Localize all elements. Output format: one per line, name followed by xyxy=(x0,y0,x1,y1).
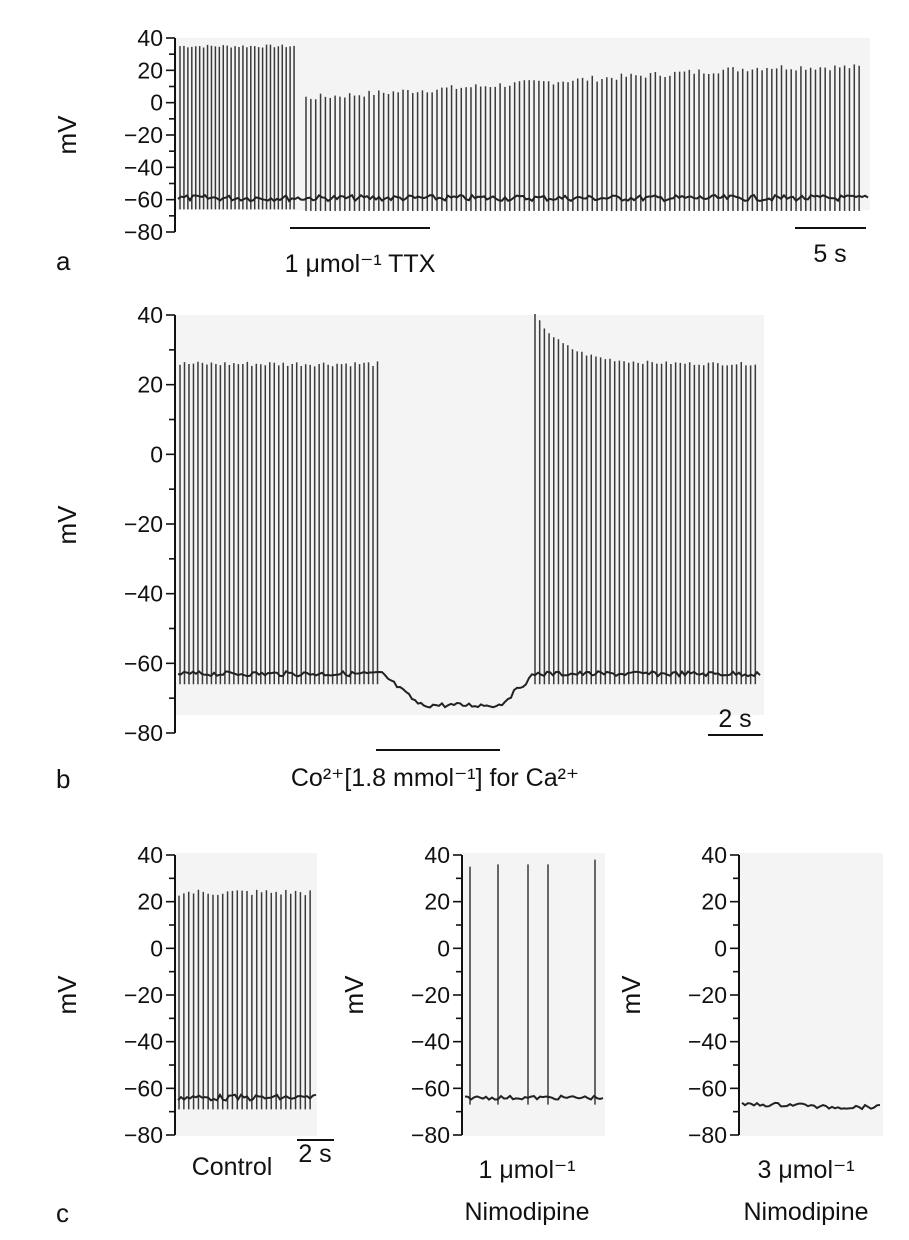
panel-c2-membrane-trace xyxy=(464,1094,604,1101)
c3-y-tick-label: 20 xyxy=(701,889,727,915)
c3-y-tick-label: −80 xyxy=(688,1122,727,1148)
panel-b-y-axis: 40 20 0 −20 −40 −60 −80 xyxy=(124,302,176,746)
c2-y-tick-label: 40 xyxy=(424,842,450,868)
panel-a: 40 20 0 −20 −40 −60 −80 mV 1 μmol⁻¹ TTX 5 s a xyxy=(52,25,870,278)
panel-c2-condition-line1: 1 μmol⁻¹ xyxy=(478,1156,575,1184)
panel-c3-condition-line2: Nimodipine xyxy=(743,1198,868,1226)
panel-c2-trace-background xyxy=(463,853,605,1136)
a-y-tick-label: 0 xyxy=(150,90,163,116)
panel-c2-ylabel: mV xyxy=(339,975,369,1015)
b-y-tick-label: −80 xyxy=(124,720,163,746)
a-y-tick-label: 40 xyxy=(137,25,163,51)
panel-a-drug-label: 1 μmol⁻¹ TTX xyxy=(285,250,436,278)
panel-c1-scale-label: 2 s xyxy=(298,1140,331,1168)
panel-a-membrane-trace xyxy=(177,193,869,203)
a-y-tick-label: −40 xyxy=(124,154,163,180)
c2-y-tick-label: −20 xyxy=(411,982,450,1008)
panel-c3-trace-background xyxy=(740,853,883,1136)
c1-y-tick-label: −60 xyxy=(124,1075,163,1101)
a-y-tick-label: 20 xyxy=(137,57,163,83)
panel-c2: 40 20 0 −20 −40 −60 −80 mV 1 μmol⁻¹ Nimodipine xyxy=(339,842,605,1226)
panel-a-trace-background xyxy=(176,38,870,210)
panel-c3-membrane-trace xyxy=(741,1101,881,1111)
panel-c3: 40 20 0 −20 −40 −60 −80 mV 3 μmol⁻¹ Nimodipine xyxy=(616,842,883,1226)
panel-c-letter: c xyxy=(56,1198,69,1228)
panel-a-ylabel: mV xyxy=(52,115,82,155)
a-y-tick-label: −60 xyxy=(124,187,163,213)
b-y-tick-label: 20 xyxy=(137,372,163,398)
c3-y-tick-label: 40 xyxy=(701,842,727,868)
panel-a-y-axis: 40 20 0 −20 −40 −60 −80 xyxy=(124,25,176,245)
c1-y-tick-label: 40 xyxy=(137,842,163,868)
c3-y-tick-label: −20 xyxy=(688,982,727,1008)
c2-y-tick-label: −80 xyxy=(411,1122,450,1148)
c2-y-tick-label: −60 xyxy=(411,1075,450,1101)
panel-b-ylabel: mV xyxy=(52,505,82,545)
c1-y-tick-label: −80 xyxy=(124,1122,163,1148)
c2-y-tick-label: 20 xyxy=(424,889,450,915)
b-y-tick-label: 0 xyxy=(150,441,163,467)
b-y-tick-label: −60 xyxy=(124,650,163,676)
panel-b-spikes xyxy=(179,313,757,685)
panel-c2-condition-line2: Nimodipine xyxy=(464,1198,589,1226)
c2-y-tick-label: −40 xyxy=(411,1029,450,1055)
panel-c3-y-axis: 40 20 0 −20 −40 −60 −80 xyxy=(688,842,740,1148)
panel-c1: 40 20 0 −20 −40 −60 −80 mV Control 2 s c xyxy=(52,842,334,1228)
b-y-tick-label: −40 xyxy=(124,581,163,607)
panel-b-scale-label: 2 s xyxy=(718,705,751,733)
panel-c1-membrane-trace xyxy=(177,1092,317,1102)
c1-y-tick-label: −20 xyxy=(124,982,163,1008)
c1-y-tick-label: 20 xyxy=(137,889,163,915)
panel-c1-condition-label: Control xyxy=(192,1153,273,1181)
panel-c1-y-axis: 40 20 0 −20 −40 −60 −80 xyxy=(124,842,176,1148)
panel-c3-ylabel: mV xyxy=(616,975,646,1015)
a-y-tick-label: −80 xyxy=(124,219,163,245)
panel-b-drug-label: Co²⁺[1.8 mmol⁻¹] for Ca²⁺ xyxy=(291,764,579,792)
panel-c1-spikes xyxy=(178,889,311,1110)
b-y-tick-label: 40 xyxy=(137,302,163,328)
panel-a-spikes xyxy=(179,44,860,211)
panel-c2-y-axis: 40 20 0 −20 −40 −60 −80 xyxy=(411,842,463,1148)
c3-y-tick-label: 0 xyxy=(714,935,727,961)
a-y-tick-label: −20 xyxy=(124,122,163,148)
c2-y-tick-label: 0 xyxy=(437,935,450,961)
c1-y-tick-label: 0 xyxy=(150,935,163,961)
panel-c3-condition-line1: 3 μmol⁻¹ xyxy=(757,1156,854,1184)
b-y-tick-label: −20 xyxy=(124,511,163,537)
panel-a-scale-label: 5 s xyxy=(813,240,846,268)
c3-y-tick-label: −60 xyxy=(688,1075,727,1101)
panel-b-membrane-trace xyxy=(177,669,761,709)
panel-b-letter: b xyxy=(56,764,70,794)
panel-b: 40 20 0 −20 −40 −60 −80 mV Co²⁺[1.8 mmol⁻¹] fo… xyxy=(52,302,764,794)
panel-a-letter: a xyxy=(56,246,71,276)
c1-y-tick-label: −40 xyxy=(124,1029,163,1055)
panel-c2-spikes xyxy=(469,859,596,1105)
c3-y-tick-label: −40 xyxy=(688,1029,727,1055)
panel-c1-ylabel: mV xyxy=(52,975,82,1015)
